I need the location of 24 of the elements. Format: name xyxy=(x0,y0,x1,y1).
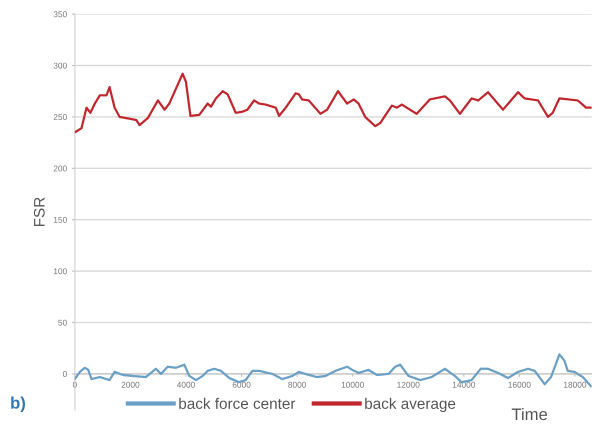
y-axis-title: FSR xyxy=(34,197,45,226)
line-series xyxy=(74,72,592,134)
y-tick-label: 50 xyxy=(58,320,67,326)
x-tick-label: 12000 xyxy=(397,382,420,388)
x-tick-label: 16000 xyxy=(508,382,531,388)
legend-label: back force center xyxy=(179,398,296,409)
x-tick-label: 4000 xyxy=(176,382,195,388)
x-tick-label: 2000 xyxy=(122,382,140,388)
x-tick-label: 10000 xyxy=(342,382,364,388)
y-tick-label: 150 xyxy=(54,216,67,223)
y-tick-label: 250 xyxy=(54,114,67,120)
x-axis-title: Time xyxy=(512,408,548,420)
legend-label: back average xyxy=(365,398,456,412)
x-tick-label: 18000 xyxy=(564,382,586,388)
line-series xyxy=(74,353,592,388)
x-tick-label: 8000 xyxy=(288,382,306,388)
y-tick-label: 350 xyxy=(54,11,67,18)
y-tick-label: 0 xyxy=(62,371,67,378)
text: b) xyxy=(11,396,25,412)
y-tick-label: 100 xyxy=(54,268,67,274)
x-tick-label: 14000 xyxy=(452,382,476,388)
y-tick-label: 200 xyxy=(54,166,67,172)
y-tick-label: 300 xyxy=(54,62,67,69)
x-tick-label: 6000 xyxy=(232,382,250,388)
